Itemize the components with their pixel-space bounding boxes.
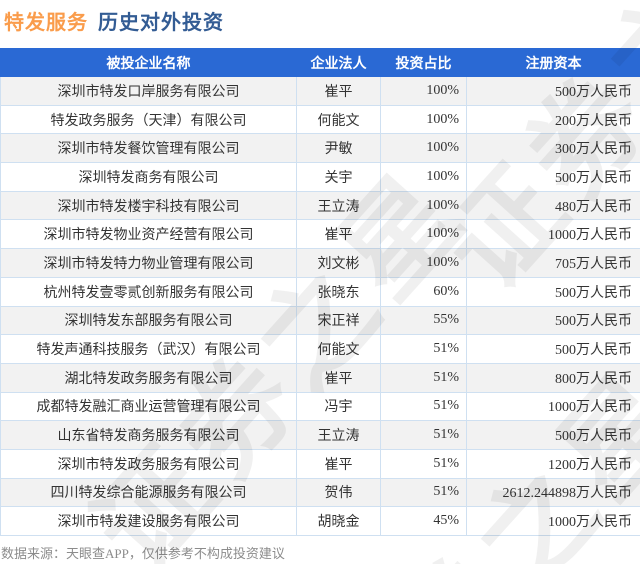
company-name-cell: 深圳市特发特力物业管理有限公司	[0, 248, 297, 278]
table-row: 山东省特发商务服务有限公司 王立涛 51% 500万人民币	[0, 420, 640, 450]
capital-cell: 1000万人民币	[466, 391, 640, 422]
company-name-cell: 杭州特发壹零贰创新服务有限公司	[0, 276, 297, 307]
capital-cell: 300万人民币	[466, 133, 640, 164]
company-name-cell: 深圳市特发口岸服务有限公司	[0, 76, 297, 106]
company-name-cell: 深圳特发商务有限公司	[0, 162, 297, 192]
capital-cell: 500万人民币	[466, 276, 640, 307]
ratio-cell: 51%	[380, 477, 467, 508]
table-header: 被投企业名称 企业法人 投资占比 注册资本	[0, 48, 640, 77]
capital-cell: 500万人民币	[466, 334, 640, 364]
ratio-cell: 51%	[380, 334, 467, 364]
capital-cell: 500万人民币	[466, 76, 640, 106]
company-name-cell: 湖北特发政务服务有限公司	[0, 362, 297, 393]
page-title: 特发服务 历史对外投资	[4, 6, 224, 35]
legal-person-cell: 崔平	[296, 362, 381, 393]
ratio-cell: 100%	[380, 248, 467, 278]
legal-person-cell: 何能文	[296, 334, 381, 364]
ratio-cell: 100%	[380, 104, 467, 135]
company-name-cell: 深圳特发东部服务有限公司	[0, 305, 297, 336]
ratio-cell: 51%	[380, 362, 467, 393]
legal-person-cell: 崔平	[296, 219, 381, 250]
capital-cell: 1000万人民币	[466, 506, 640, 536]
table-row: 深圳特发东部服务有限公司 宋正祥 55% 500万人民币	[0, 305, 640, 336]
table-row: 特发声通科技服务（武汉）有限公司 何能文 51% 500万人民币	[0, 334, 640, 364]
investment-table: 被投企业名称 企业法人 投资占比 注册资本 深圳市特发口岸服务有限公司 崔平 1…	[0, 48, 640, 536]
company-name-cell: 特发政务服务（天津）有限公司	[0, 104, 297, 135]
table-row: 深圳市特发楼宇科技有限公司 王立涛 100% 480万人民币	[0, 190, 640, 221]
capital-cell: 480万人民币	[466, 190, 640, 221]
table-row: 湖北特发政务服务有限公司 崔平 51% 800万人民币	[0, 362, 640, 393]
table-row: 深圳市特发口岸服务有限公司 崔平 100% 500万人民币	[0, 76, 640, 106]
capital-cell: 500万人民币	[466, 420, 640, 450]
table-row: 深圳市特发餐饮管理有限公司 尹敏 100% 300万人民币	[0, 133, 640, 164]
table-row: 深圳市特发建设服务有限公司 胡晓金 45% 1000万人民币	[0, 506, 640, 536]
legal-person-cell: 尹敏	[296, 133, 381, 164]
ratio-cell: 55%	[380, 305, 467, 336]
company-name-cell: 深圳市特发建设服务有限公司	[0, 506, 297, 536]
table-row: 特发政务服务（天津）有限公司 何能文 100% 200万人民币	[0, 104, 640, 135]
ratio-cell: 45%	[380, 506, 467, 536]
legal-person-cell: 王立涛	[296, 190, 381, 221]
capital-cell: 1200万人民币	[466, 448, 640, 479]
company-name-cell: 深圳市特发政务服务有限公司	[0, 448, 297, 479]
col-header-legal-person: 企业法人	[296, 48, 381, 77]
table-row: 深圳市特发政务服务有限公司 崔平 51% 1200万人民币	[0, 448, 640, 479]
legal-person-cell: 胡晓金	[296, 506, 381, 536]
company-name-cell: 深圳市特发餐饮管理有限公司	[0, 133, 297, 164]
table-row: 四川特发综合能源服务有限公司 贺伟 51% 2612.244898万人民币	[0, 477, 640, 508]
capital-cell: 500万人民币	[466, 305, 640, 336]
header-row: 被投企业名称 企业法人 投资占比 注册资本	[0, 48, 640, 77]
ratio-cell: 100%	[380, 133, 467, 164]
ratio-cell: 51%	[380, 448, 467, 479]
company-name-cell: 四川特发综合能源服务有限公司	[0, 477, 297, 508]
company-name-cell: 深圳市特发楼宇科技有限公司	[0, 190, 297, 221]
legal-person-cell: 崔平	[296, 448, 381, 479]
ratio-cell: 100%	[380, 162, 467, 192]
col-header-capital: 注册资本	[466, 48, 640, 77]
table-row: 成都特发融汇商业运营管理有限公司 冯宇 51% 1000万人民币	[0, 391, 640, 422]
legal-person-cell: 关宇	[296, 162, 381, 192]
capital-cell: 800万人民币	[466, 362, 640, 393]
ratio-cell: 100%	[380, 76, 467, 106]
col-header-ratio: 投资占比	[380, 48, 467, 77]
legal-person-cell: 贺伟	[296, 477, 381, 508]
legal-person-cell: 何能文	[296, 104, 381, 135]
legal-person-cell: 宋正祥	[296, 305, 381, 336]
ratio-cell: 100%	[380, 219, 467, 250]
table-row: 深圳市特发特力物业管理有限公司 刘文彬 100% 705万人民币	[0, 248, 640, 278]
ratio-cell: 60%	[380, 276, 467, 307]
capital-cell: 2612.244898万人民币	[466, 477, 640, 508]
table-row: 深圳市特发物业资产经营有限公司 崔平 100% 1000万人民币	[0, 219, 640, 250]
capital-cell: 1000万人民币	[466, 219, 640, 250]
capital-cell: 500万人民币	[466, 162, 640, 192]
legal-person-cell: 张晓东	[296, 276, 381, 307]
ratio-cell: 51%	[380, 391, 467, 422]
company-name-cell: 特发声通科技服务（武汉）有限公司	[0, 334, 297, 364]
ratio-cell: 100%	[380, 190, 467, 221]
capital-cell: 200万人民币	[466, 104, 640, 135]
company-name-cell: 山东省特发商务服务有限公司	[0, 420, 297, 450]
company-name-cell: 成都特发融汇商业运营管理有限公司	[0, 391, 297, 422]
table-row: 杭州特发壹零贰创新服务有限公司 张晓东 60% 500万人民币	[0, 276, 640, 307]
legal-person-cell: 刘文彬	[296, 248, 381, 278]
col-header-company: 被投企业名称	[0, 48, 297, 77]
company-name-cell: 深圳市特发物业资产经营有限公司	[0, 219, 297, 250]
ratio-cell: 51%	[380, 420, 467, 450]
data-source-note: 数据来源：天眼查APP，仅供参考不构成投资建议	[1, 546, 285, 561]
section-title: 历史对外投资	[98, 12, 224, 34]
legal-person-cell: 冯宇	[296, 391, 381, 422]
stock-name: 特发服务	[4, 12, 88, 34]
capital-cell: 705万人民币	[466, 248, 640, 278]
table-row: 深圳特发商务有限公司 关宇 100% 500万人民币	[0, 162, 640, 192]
legal-person-cell: 王立涛	[296, 420, 381, 450]
legal-person-cell: 崔平	[296, 76, 381, 106]
table-body: 深圳市特发口岸服务有限公司 崔平 100% 500万人民币 特发政务服务（天津）…	[0, 76, 640, 536]
